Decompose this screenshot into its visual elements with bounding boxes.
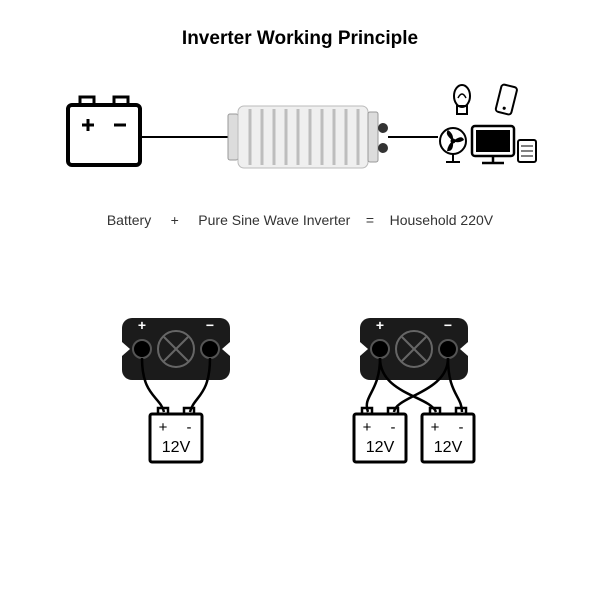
svg-text:12V: 12V [434,439,463,456]
svg-text:+: + [363,419,372,436]
caption-inverter: Pure Sine Wave Inverter [198,212,350,228]
appliances-icon [440,84,536,163]
svg-text:−: − [206,317,214,333]
svg-text:−: − [444,317,452,333]
inverter-icon [228,106,388,168]
caption-battery: Battery [107,212,151,228]
lightbulb-icon [454,85,470,114]
svg-text:+: + [431,419,440,436]
caption-plus [151,212,170,228]
svg-text:+: + [159,419,168,436]
device-icon [518,140,536,162]
phone-icon [495,84,517,115]
svg-text:-: - [391,419,396,436]
fan-icon [440,128,466,162]
svg-text:-: - [187,419,192,436]
wiring-single-battery: + − + - 12V [122,317,230,462]
caption-row: Battery + Pure Sine Wave Inverter = Hous… [0,212,600,228]
wiring-dual-battery: + − + - 12V + - 12V [354,317,474,462]
svg-text:+: + [376,317,384,333]
diagram-canvas: + − + - 12V + − [0,0,600,600]
svg-text:12V: 12V [366,439,395,456]
svg-text:-: - [459,419,464,436]
caption-output: Household 220V [390,212,494,228]
caption-equals: = [366,212,374,228]
battery-voltage-label: 12V [162,439,191,456]
monitor-icon [472,126,514,163]
caption-plus-sym: + [171,212,179,228]
battery-icon [68,97,140,165]
svg-text:+: + [138,317,146,333]
